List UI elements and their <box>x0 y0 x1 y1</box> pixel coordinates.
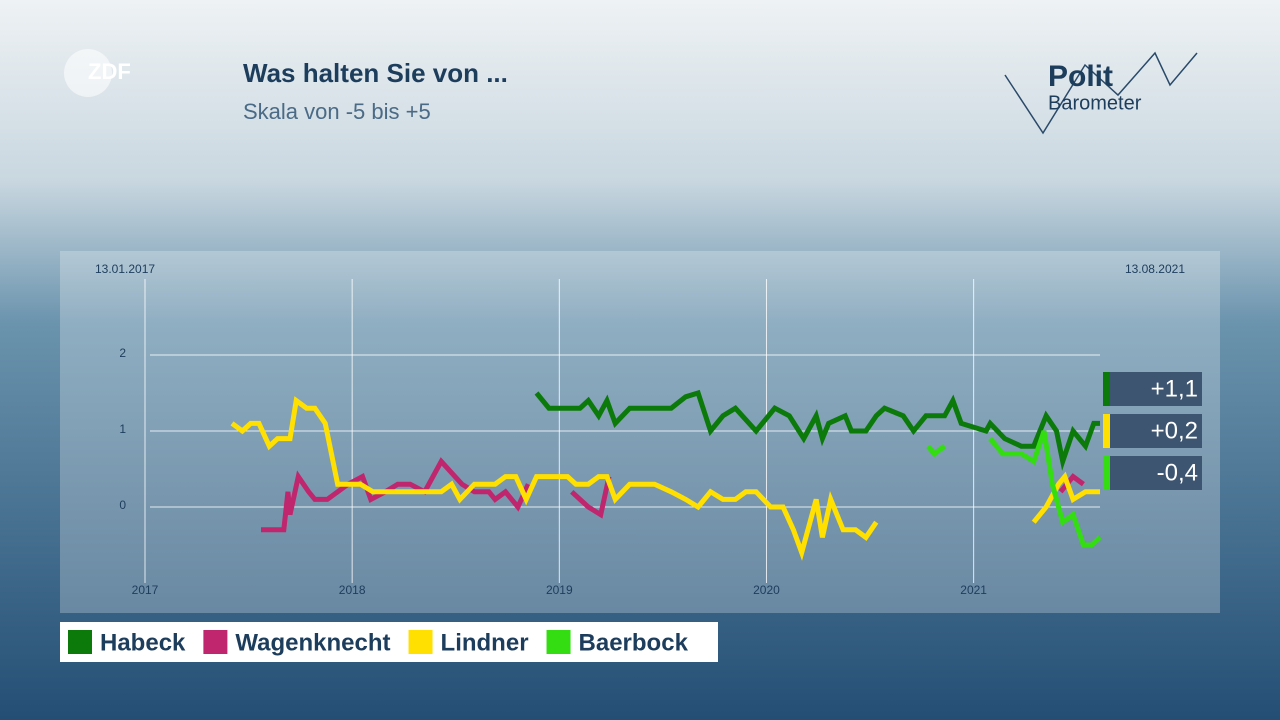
y-tick-label: 1 <box>119 422 126 436</box>
x-tick-label: 2021 <box>960 583 987 597</box>
y-tick-label: 0 <box>119 498 126 512</box>
value-box-color <box>1103 372 1110 406</box>
logo-lines <box>1004 51 1198 135</box>
logo-bottom: Barometer <box>1048 92 1142 114</box>
x-tick-label: 2019 <box>546 583 573 597</box>
start-date: 13.01.2017 <box>95 262 155 276</box>
value-box <box>1110 372 1202 406</box>
legend-swatch <box>546 630 571 654</box>
line <box>926 430 1102 548</box>
legend <box>60 622 718 662</box>
line <box>534 389 1100 471</box>
value-box-color <box>1103 414 1110 448</box>
legend-label: Lindner <box>441 629 529 656</box>
chart-subtitle: Skala von -5 bis +5 <box>243 99 431 124</box>
legend-swatch <box>408 630 433 654</box>
value-box-color <box>1103 456 1110 490</box>
value-box <box>1110 456 1202 490</box>
end-date: 13.08.2021 <box>1125 262 1185 276</box>
x-tick-label: 2020 <box>753 583 780 597</box>
broadcaster-logo: ZDF <box>88 59 131 84</box>
x-tick-label: 2018 <box>339 583 366 597</box>
legend-label: Habeck <box>100 629 186 656</box>
chart-panel <box>60 251 1220 613</box>
logo-top: Polit <box>1048 60 1113 93</box>
x-tick-label: 2017 <box>132 583 159 597</box>
legend-swatch <box>68 630 92 654</box>
chart-title: Was halten Sie von ... <box>243 58 508 88</box>
value-box-label: +1,1 <box>1151 375 1198 402</box>
value-box-label: +0,2 <box>1151 417 1198 444</box>
y-tick-label: 2 <box>119 346 126 360</box>
legend-label: Wagenknecht <box>235 629 390 656</box>
value-box-label: -0,4 <box>1157 459 1198 486</box>
legend-swatch <box>203 630 228 654</box>
logo-circle <box>64 49 112 97</box>
legend-label: Baerbock <box>579 629 689 656</box>
line <box>230 396 1100 561</box>
value-box <box>1110 414 1202 448</box>
